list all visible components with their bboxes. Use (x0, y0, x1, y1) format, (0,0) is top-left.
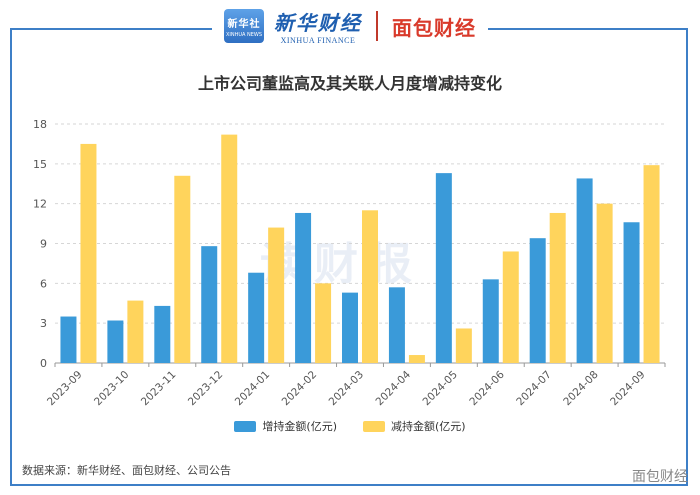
x-tick-label: 2024-06 (467, 368, 507, 408)
x-tick-label: 2024-04 (374, 368, 414, 408)
x-tick-label: 2024-01 (233, 369, 273, 409)
xinhua-finance-brand: 新华财经 XINHUA FINANCE (274, 7, 362, 45)
bar-increase (201, 246, 218, 363)
bar-increase (342, 292, 358, 363)
bar-decrease (127, 300, 144, 363)
y-tick-label: 9 (40, 238, 47, 251)
x-tick-label: 2024-09 (608, 369, 648, 409)
bar-decrease (174, 175, 191, 363)
bar-increase (529, 238, 546, 363)
bar-increase (60, 316, 77, 363)
y-tick-label: 18 (33, 118, 47, 131)
bar-decrease (643, 165, 660, 363)
y-tick-label: 0 (40, 357, 47, 370)
xinhua-badge-subtext: XINHUA NEWS (225, 31, 263, 38)
x-tick-label: 2024-03 (327, 369, 367, 409)
bar-decrease (315, 283, 332, 363)
bar-decrease (502, 251, 519, 363)
bar-decrease (268, 227, 285, 363)
bar-increase (388, 287, 405, 363)
y-tick-label: 15 (33, 158, 47, 171)
legend-swatch-increase (234, 420, 257, 432)
bar-decrease (596, 203, 613, 363)
legend-swatch-decrease (363, 420, 385, 432)
data-source: 数据来源：新华财经、面包财经、公司公告 (22, 464, 231, 477)
xinhua-logo-icon: 新华社 XINHUA NEWS (224, 9, 264, 43)
bar-increase (576, 178, 593, 363)
legend-label-increase: 增持金额(亿元) (262, 420, 337, 433)
x-tick-label: 2023-10 (92, 369, 132, 409)
x-tick-label: 2023-09 (45, 369, 85, 409)
bar-increase (295, 212, 312, 363)
brand-en: XINHUA FINANCE (280, 36, 356, 45)
x-tick-label: 2024-08 (561, 369, 601, 409)
legend: 增持金额(亿元) 减持金额(亿元) (0, 418, 700, 434)
brand-separator (376, 11, 378, 41)
x-tick-label: 2024-02 (280, 369, 320, 409)
partner-logo: 面包财经 (392, 15, 476, 40)
legend-item-decrease[interactable]: 减持金额(亿元) (363, 418, 466, 434)
y-tick-label: 12 (33, 198, 47, 211)
bar-increase (248, 272, 265, 363)
bar-increase (435, 173, 452, 363)
bar-increase (623, 222, 640, 363)
chart-title: 上市公司董监高及其关联人月度增减持变化 (197, 74, 502, 93)
brand-cn: 新华财经 (274, 11, 362, 35)
bar-decrease (408, 355, 425, 363)
x-tick-label: 2023-11 (139, 369, 179, 409)
xinhua-badge-text: 新华社 (227, 18, 261, 30)
x-tick-label: 2023-12 (186, 369, 226, 409)
legend-label-decrease: 减持金额(亿元) (391, 420, 466, 433)
bar-decrease (221, 134, 238, 363)
legend-item-increase[interactable]: 增持金额(亿元) (234, 418, 337, 434)
y-tick-label: 6 (40, 277, 47, 290)
brand-header-inner: 新华社 XINHUA NEWS 新华财经 XINHUA FINANCE 面包财经 (212, 2, 488, 50)
bar-decrease (455, 328, 472, 363)
bar-increase (154, 305, 171, 363)
y-tick-label: 3 (40, 317, 47, 330)
corner-watermark: 面包财经 (632, 469, 688, 485)
bar-decrease (549, 212, 566, 363)
bar-decrease (80, 143, 97, 363)
brand-header: 新华社 XINHUA NEWS 新华财经 XINHUA FINANCE 面包财经 (0, 0, 700, 52)
x-tick-label: 2024-07 (514, 369, 554, 409)
bar-increase (107, 320, 124, 363)
x-tick-label: 2024-05 (420, 369, 460, 409)
bar-decrease (362, 210, 378, 363)
chart-frame (10, 28, 688, 486)
bar-increase (482, 279, 499, 363)
